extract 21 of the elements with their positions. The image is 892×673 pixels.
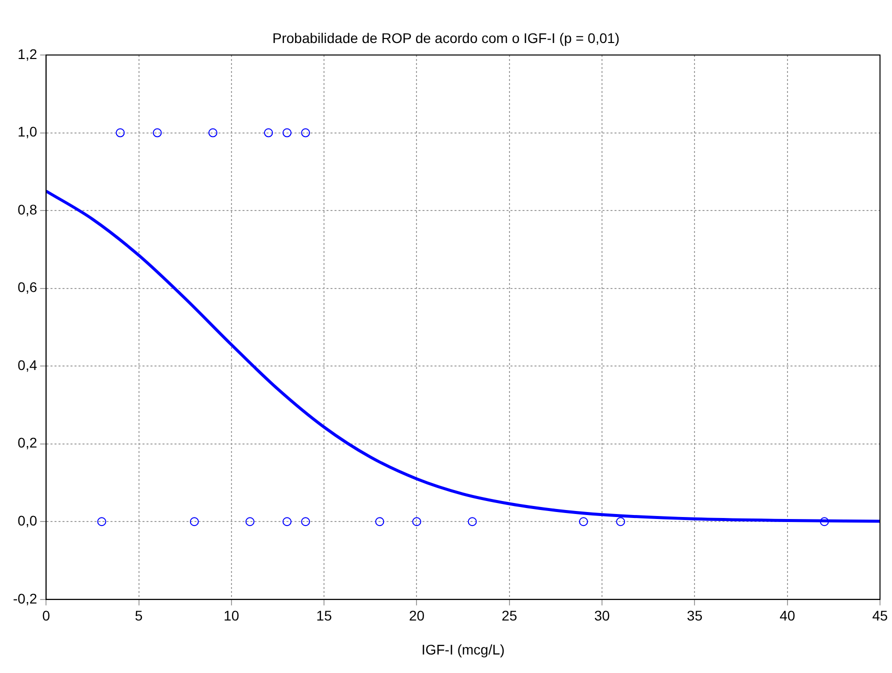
x-tick-label: 20	[408, 608, 425, 624]
x-tick-label: 25	[502, 608, 518, 624]
y-tick-label: 1,2	[18, 46, 38, 62]
x-tick-label: 45	[872, 608, 888, 624]
x-tick-label: 15	[316, 608, 332, 624]
y-tick-label: 0,2	[18, 434, 38, 451]
y-tick-label: 0,8	[18, 201, 38, 218]
x-tick-label: 10	[224, 608, 240, 624]
chart-title: Probabilidade de ROP de acordo com o IGF-I (p = 0,01)	[271, 30, 621, 46]
x-tick-label: 35	[686, 608, 703, 624]
x-axis-title: IGF-I (mcg/L)	[421, 641, 505, 658]
y-tick-label: -0,2	[13, 590, 38, 606]
x-tick-label: 30	[594, 608, 610, 624]
x-tick-label: 5	[134, 608, 143, 624]
y-tick-label: 0,4	[18, 356, 38, 373]
y-tick-label: 1,0	[18, 124, 38, 140]
x-tick-label: 0	[42, 608, 50, 624]
y-tick-label: 0,6	[18, 279, 38, 296]
line-series	[46, 190, 880, 523]
x-tick-label: 40	[780, 608, 796, 624]
y-tick-label: 0,0	[18, 512, 38, 528]
